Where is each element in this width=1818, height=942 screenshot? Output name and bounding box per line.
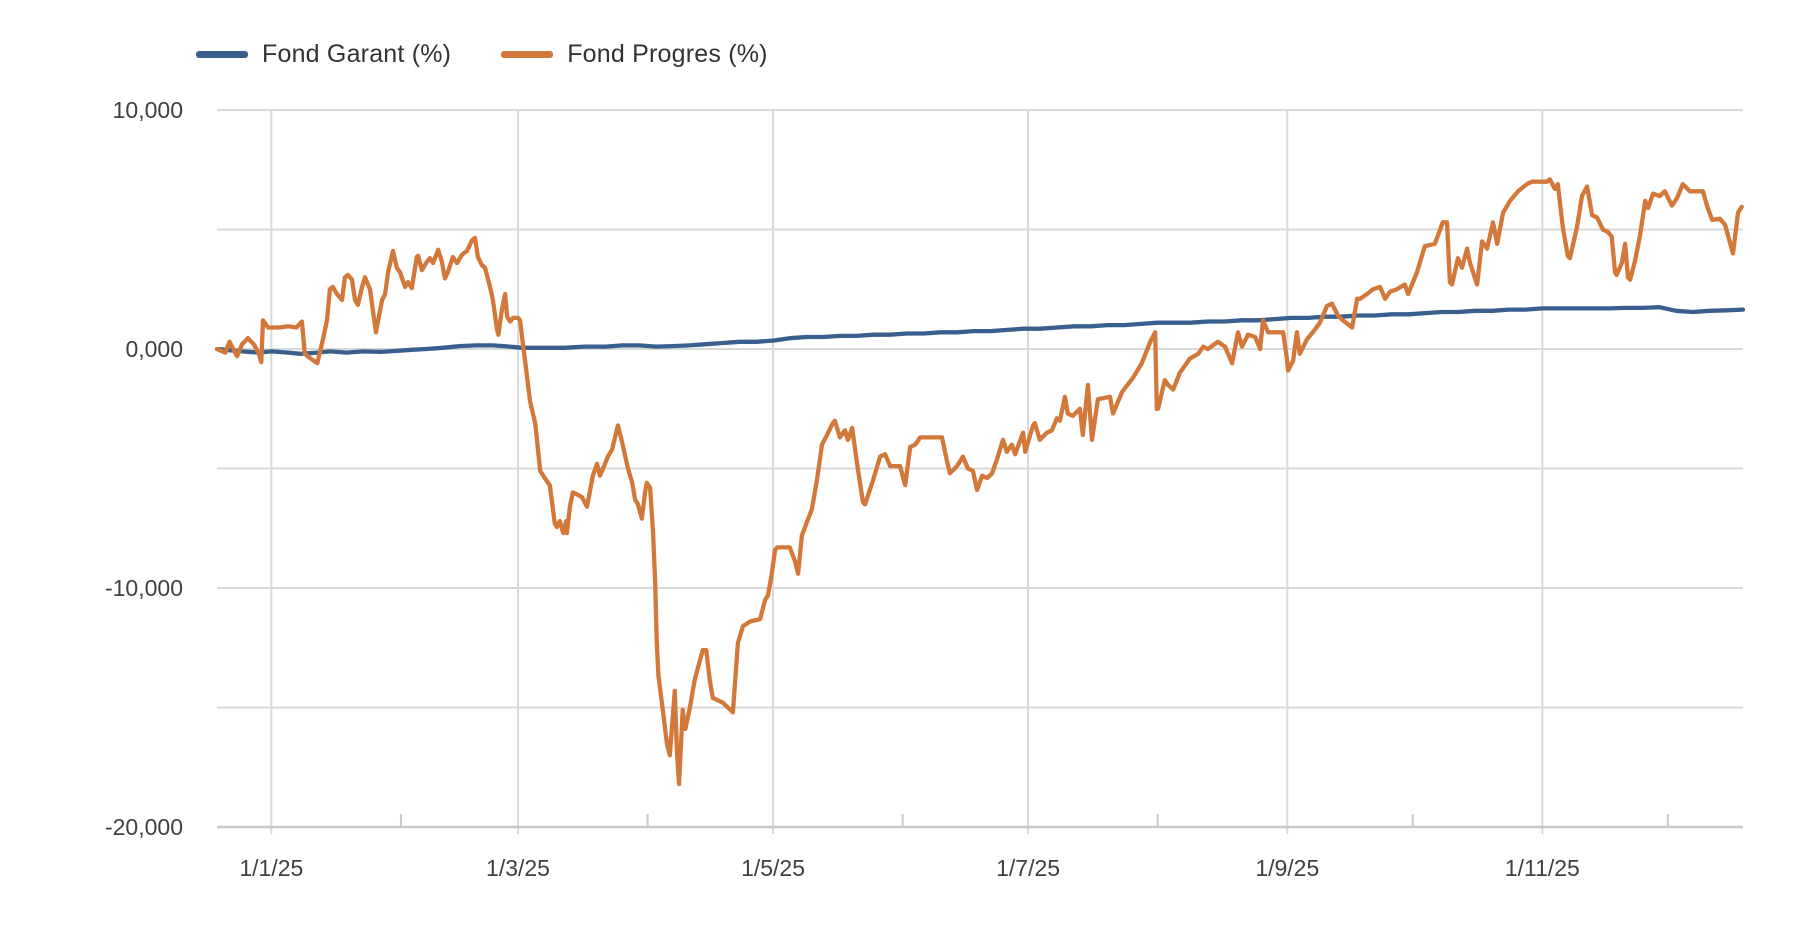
- y-axis-tick-label: -20,000: [105, 814, 183, 840]
- fond-garant-swatch-icon: [196, 51, 248, 58]
- series-line-fond-progres: [214, 177, 1744, 787]
- x-axis-tick-label: 1/3/25: [486, 855, 550, 881]
- legend-item-fond-garant[interactable]: Fond Garant (%): [196, 40, 451, 69]
- x-axis-tick-label: 1/5/25: [741, 855, 805, 881]
- y-axis-tick-label: 10,000: [113, 97, 183, 123]
- x-axis-tick-label: 1/1/25: [239, 855, 303, 881]
- x-axis-tick-label: 1/9/25: [1255, 855, 1319, 881]
- fond-progres-label: Fond Progres (%): [567, 40, 768, 68]
- chart-legend: Fond Garant (%) Fond Progres (%): [196, 40, 768, 69]
- fond-garant-label: Fond Garant (%): [262, 40, 452, 68]
- series-line-fond-garant: [214, 305, 1746, 356]
- x-axis-tick-label: 1/7/25: [996, 855, 1060, 881]
- fond-progres-swatch-icon: [501, 51, 554, 58]
- y-axis-tick-label: 0,000: [125, 336, 183, 362]
- y-axis-tick-label: -10,000: [105, 575, 183, 601]
- x-axis-tick-label: 1/11/25: [1505, 855, 1580, 881]
- legend-item-fond-progres[interactable]: Fond Progres (%): [501, 40, 768, 69]
